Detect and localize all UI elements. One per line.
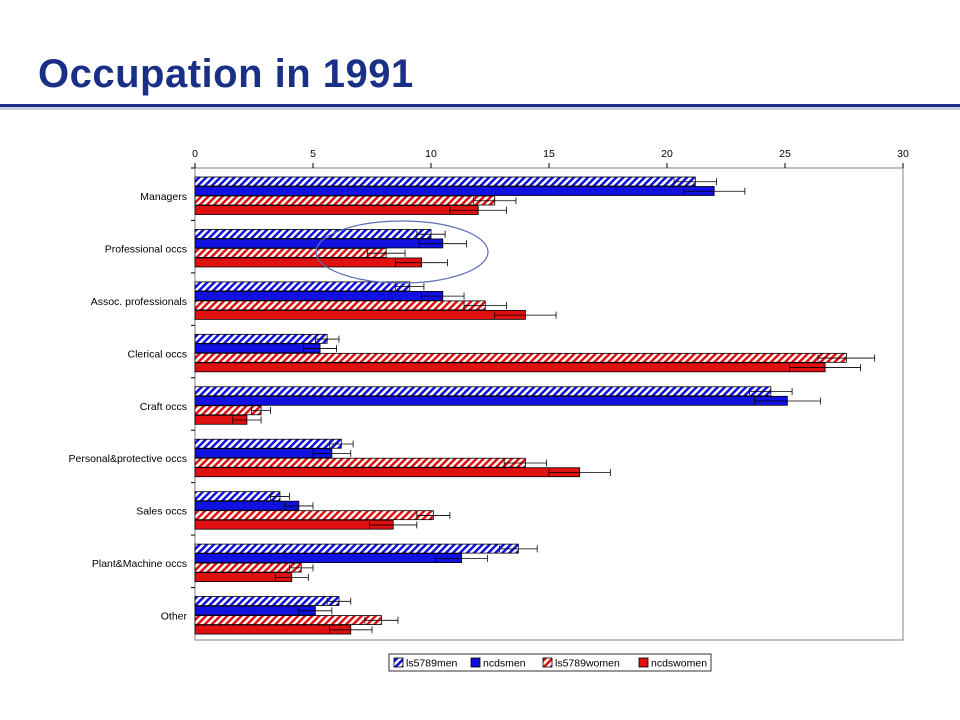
legend: ls5789men ncdsmen ls5789women ncdswomen	[388, 653, 712, 672]
x-tick-label: 20	[661, 148, 673, 160]
bar-ncdswomen	[194, 257, 422, 268]
highlight-ellipse	[315, 220, 489, 284]
bar-ncdsmen	[194, 395, 788, 406]
bar-ncdswomen	[194, 519, 394, 530]
bar-ncdsmen	[194, 500, 300, 511]
bar-ls5789women	[194, 562, 302, 573]
bar-ncdsmen	[194, 605, 316, 616]
category-label: Assoc. professionals	[91, 296, 187, 308]
category-label: Craft occs	[140, 401, 187, 413]
bar-ls5789women	[194, 248, 387, 258]
bar-ncdsmen	[194, 553, 463, 564]
legend-label: ls5789men	[406, 658, 458, 670]
legend-swatch-ncdswomen	[638, 657, 649, 668]
x-tick-label: 10	[425, 148, 437, 160]
bar-ls5789men	[194, 543, 519, 554]
x-tick-label: 5	[310, 148, 316, 160]
x-tick-label: 30	[897, 148, 909, 160]
bar-ncdswomen	[194, 624, 352, 635]
bar-ls5789men	[194, 176, 696, 187]
slide-title: Occupation in 1991	[38, 52, 414, 96]
bar-ls5789men	[194, 281, 411, 292]
x-tick-label: 15	[543, 148, 555, 160]
bar-ls5789women	[194, 457, 526, 468]
category-label: Managers	[140, 191, 187, 203]
category-label: Clerical occs	[127, 348, 187, 360]
legend-swatch-ls5789women	[542, 657, 553, 668]
title-underline-shadow	[0, 107, 960, 110]
title-underline	[0, 104, 960, 107]
category-label: Plant&Machine occs	[92, 558, 187, 570]
bar-ls5789women	[194, 510, 434, 521]
category-label: Other	[161, 611, 188, 623]
legend-swatch-ls5789men	[393, 657, 404, 668]
bar-ncdswomen	[194, 309, 526, 320]
legend-label: ncdswomen	[651, 658, 707, 670]
error-bars	[232, 178, 876, 634]
bar-ls5789men	[194, 229, 432, 239]
legend-swatch-ncdsmen	[470, 657, 481, 668]
bar-ncdsmen	[194, 343, 321, 354]
bar-ncdsmen	[194, 290, 444, 301]
bar-ls5789women	[194, 615, 382, 625]
bar-ls5789men	[194, 386, 772, 397]
bar-ncdswomen	[194, 362, 826, 373]
bar-ls5789men	[194, 596, 340, 606]
bar-ls5789women	[194, 405, 262, 416]
bar-ncdswomen	[194, 205, 479, 215]
bar-ls5789men	[194, 333, 328, 344]
bar-ls5789men	[194, 491, 281, 502]
category-label: Professional occs	[105, 243, 187, 255]
x-axis: 0 5 10 15 20 25 30	[192, 148, 909, 168]
legend-label: ncdsmen	[483, 658, 526, 670]
bar-ls5789women	[194, 195, 496, 206]
category-label: Personal&protective occs	[69, 453, 187, 465]
bar-ncdsmen	[194, 186, 715, 196]
bar-ls5789women	[194, 352, 847, 363]
bar-ls5789men	[194, 438, 342, 449]
x-tick-label: 25	[779, 148, 791, 160]
legend-label: ls5789women	[555, 658, 620, 670]
y-axis: Managers Professional occs Assoc. professi…	[69, 167, 195, 623]
category-label: Sales occs	[136, 506, 187, 518]
bar-ncdsmen	[194, 448, 333, 459]
bar-ls5789women	[194, 300, 486, 311]
bar-ncdswomen	[194, 467, 581, 478]
x-tick-label: 0	[192, 148, 198, 160]
